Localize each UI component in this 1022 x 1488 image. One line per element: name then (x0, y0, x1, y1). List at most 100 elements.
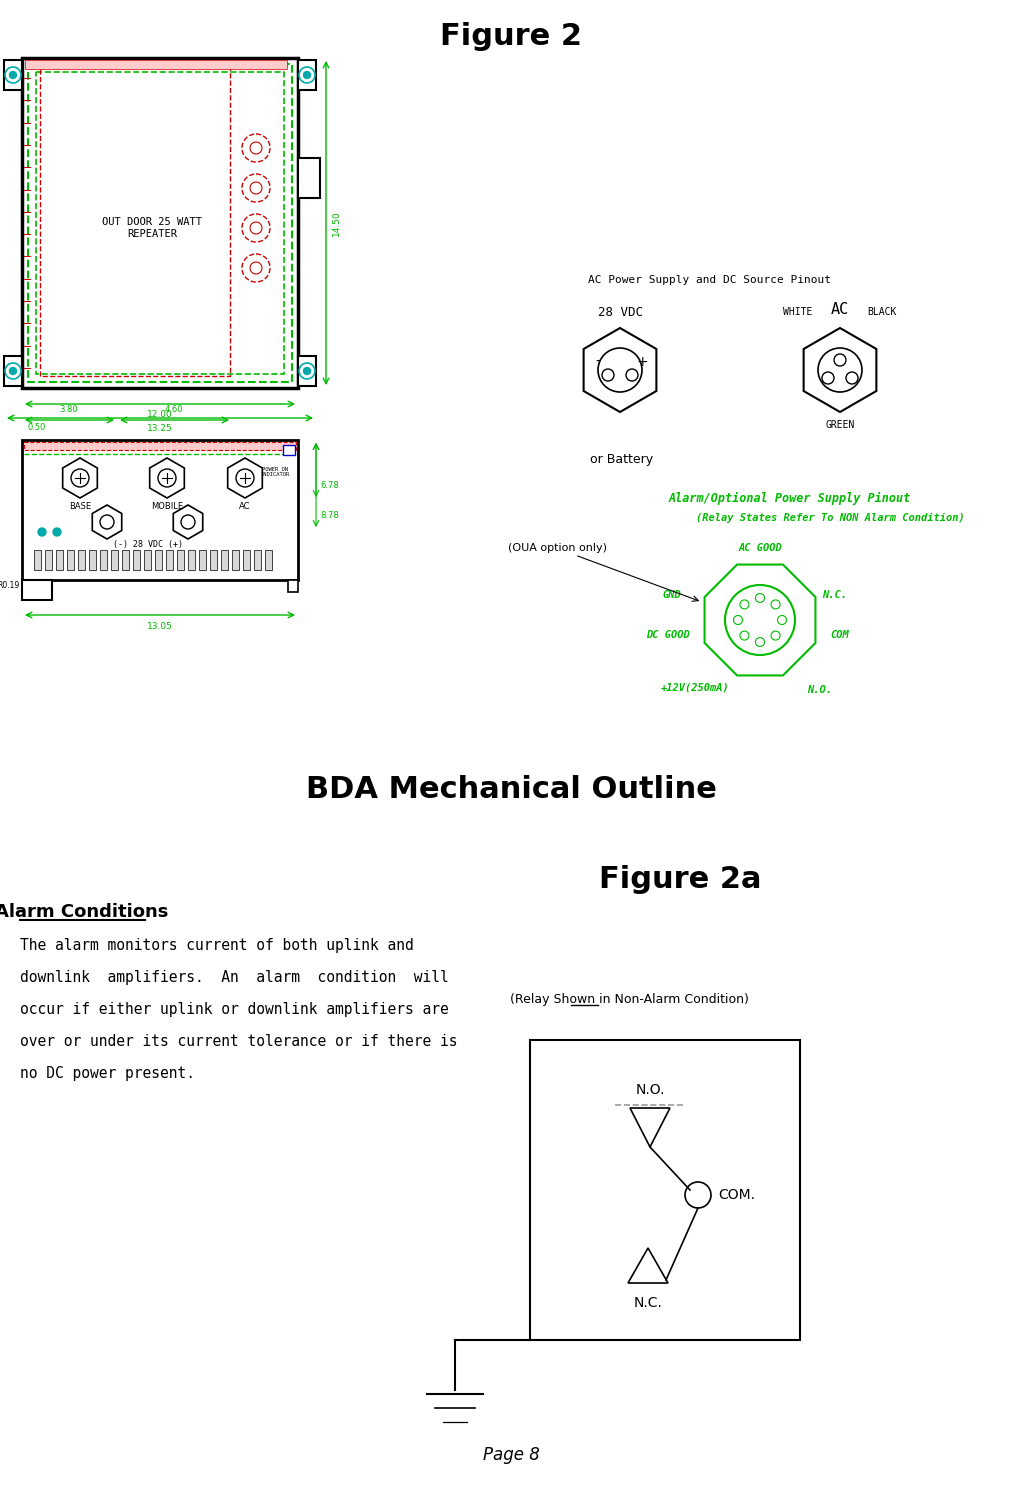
Text: 12.00: 12.00 (147, 411, 173, 420)
Bar (40, 64, 230, 376)
Circle shape (822, 372, 834, 384)
Bar (22, 58, 298, 388)
Text: 13.05: 13.05 (147, 622, 173, 631)
Text: +12V(250mA): +12V(250mA) (660, 683, 730, 693)
Circle shape (755, 594, 764, 603)
Bar (221, 551, 228, 570)
Circle shape (685, 1181, 711, 1208)
Text: AC: AC (239, 501, 250, 510)
Circle shape (818, 348, 862, 391)
Text: 3.80: 3.80 (59, 405, 79, 414)
Bar (122, 551, 129, 570)
Text: N.C.: N.C. (634, 1296, 662, 1309)
Circle shape (304, 368, 311, 375)
Bar (210, 551, 217, 570)
Text: (OUA option only): (OUA option only) (508, 543, 607, 554)
Circle shape (740, 600, 749, 609)
Text: Page 8: Page 8 (482, 1446, 540, 1464)
Circle shape (304, 71, 311, 79)
Text: Alarm/Optional Power Supply Pinout: Alarm/Optional Power Supply Pinout (668, 491, 912, 504)
Circle shape (755, 637, 764, 646)
Bar (24, 442, 296, 449)
Circle shape (299, 363, 315, 379)
Bar (36, 71, 284, 373)
Text: 14.50: 14.50 (332, 210, 341, 237)
Text: (Relay Shown in Non-Alarm Condition): (Relay Shown in Non-Alarm Condition) (510, 994, 749, 1006)
Text: BDA Mechanical Outline: BDA Mechanical Outline (306, 775, 716, 805)
Bar (34, 551, 41, 570)
Bar (45, 551, 52, 570)
Bar (4, 356, 22, 385)
Polygon shape (630, 1109, 670, 1147)
Text: Figure 2: Figure 2 (440, 22, 582, 51)
Bar (4, 60, 22, 89)
Text: (-) 28 VDC (+): (-) 28 VDC (+) (113, 540, 183, 549)
Circle shape (602, 369, 614, 381)
Circle shape (771, 631, 780, 640)
Bar (56, 551, 63, 570)
Circle shape (181, 515, 195, 530)
Text: COM: COM (831, 629, 849, 640)
Bar (111, 551, 118, 570)
Circle shape (100, 515, 114, 530)
Text: +: + (636, 356, 648, 369)
Circle shape (771, 600, 780, 609)
Text: occur if either uplink or downlink amplifiers are: occur if either uplink or downlink ampli… (20, 1001, 449, 1016)
Text: WHITE: WHITE (783, 307, 812, 317)
Circle shape (9, 71, 16, 79)
Bar (265, 551, 272, 570)
Circle shape (778, 616, 787, 625)
Bar (254, 551, 261, 570)
Bar (530, 1040, 800, 1341)
Text: 8.78: 8.78 (320, 510, 338, 519)
Bar (188, 551, 195, 570)
Bar (25, 60, 287, 68)
Bar (283, 445, 295, 455)
Bar (78, 551, 85, 570)
Bar (288, 580, 298, 592)
Circle shape (299, 67, 315, 83)
Text: 0.50: 0.50 (27, 423, 45, 432)
Circle shape (598, 348, 642, 391)
Text: 4.60: 4.60 (165, 405, 183, 414)
Bar (155, 551, 162, 570)
Circle shape (236, 469, 254, 487)
Bar (144, 551, 151, 570)
Bar (28, 64, 292, 382)
Text: MOBILE: MOBILE (151, 501, 183, 510)
Circle shape (740, 631, 749, 640)
Bar (100, 551, 107, 570)
Text: downlink  amplifiers.  An  alarm  condition  will: downlink amplifiers. An alarm condition … (20, 970, 449, 985)
Text: N.O.: N.O. (636, 1083, 664, 1097)
Text: 28 VDC: 28 VDC (598, 305, 643, 318)
Text: GND: GND (662, 591, 682, 600)
Bar (133, 551, 140, 570)
Text: GREEN: GREEN (826, 420, 854, 430)
Circle shape (5, 67, 21, 83)
Bar (67, 551, 74, 570)
Bar (243, 551, 250, 570)
Text: AC GOOD: AC GOOD (738, 543, 782, 554)
Text: over or under its current tolerance or if there is: over or under its current tolerance or i… (20, 1034, 458, 1049)
Bar (298, 356, 316, 385)
Bar (166, 551, 173, 570)
Text: R0.19: R0.19 (0, 580, 20, 589)
Polygon shape (628, 1248, 668, 1283)
Circle shape (38, 528, 46, 536)
Bar (298, 60, 316, 89)
Bar (22, 580, 52, 600)
Text: BASE: BASE (68, 501, 91, 510)
Text: Figure 2a: Figure 2a (599, 866, 761, 894)
Bar (22, 440, 298, 580)
Circle shape (5, 363, 21, 379)
Circle shape (71, 469, 89, 487)
Text: AC Power Supply and DC Source Pinout: AC Power Supply and DC Source Pinout (589, 275, 832, 286)
Text: N.O.: N.O. (807, 684, 833, 695)
Text: (Relay States Refer To NON Alarm Condition): (Relay States Refer To NON Alarm Conditi… (696, 513, 965, 522)
Circle shape (734, 616, 743, 625)
Circle shape (53, 528, 61, 536)
Text: N.C.: N.C. (823, 591, 847, 600)
Bar (298, 158, 320, 198)
Circle shape (846, 372, 858, 384)
Text: DC GOOD: DC GOOD (646, 629, 690, 640)
